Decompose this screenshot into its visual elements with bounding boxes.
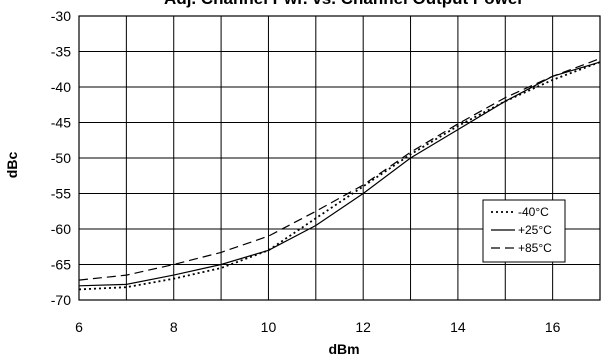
series-line-2	[78, 61, 601, 287]
y-tick-label: -35	[51, 44, 71, 60]
legend-label: +25°C	[518, 223, 552, 237]
y-tick-label: -60	[51, 221, 71, 237]
series-group	[78, 58, 601, 291]
legend: -40°C +25°C +85°C	[482, 199, 566, 263]
series-line-3	[78, 58, 601, 281]
legend-box	[482, 199, 566, 263]
x-axis-label: dBm	[328, 341, 359, 357]
chart-title: Adj. Channel Pwr. vs. Channel Output Pow…	[164, 0, 524, 8]
y-axis-ticks: -30 -35 -40 -45 -50 -55 -60 -65 -70	[51, 8, 71, 308]
y-axis-label: dBc	[4, 152, 20, 179]
series-line-1	[78, 61, 601, 291]
x-tick-label: 12	[355, 319, 371, 335]
y-tick-label: -50	[51, 150, 71, 166]
x-tick-label: 8	[170, 319, 178, 335]
y-tick-label: -70	[51, 292, 71, 308]
y-tick-label: -55	[51, 186, 71, 202]
legend-label: +85°C	[518, 241, 552, 255]
y-tick-label: -30	[51, 8, 71, 24]
legend-label: -40°C	[518, 205, 549, 219]
x-tick-label: 6	[75, 319, 83, 335]
plot-frame	[78, 15, 601, 301]
y-tick-label: -45	[51, 115, 71, 131]
plot-area	[78, 15, 601, 301]
x-tick-label: 10	[261, 319, 277, 335]
x-tick-label: 14	[450, 319, 466, 335]
y-tick-label: -40	[51, 79, 71, 95]
x-tick-label: 16	[545, 319, 561, 335]
y-tick-label: -65	[51, 257, 71, 273]
x-axis-ticks: 6 8 10 12 14 16	[75, 319, 561, 335]
